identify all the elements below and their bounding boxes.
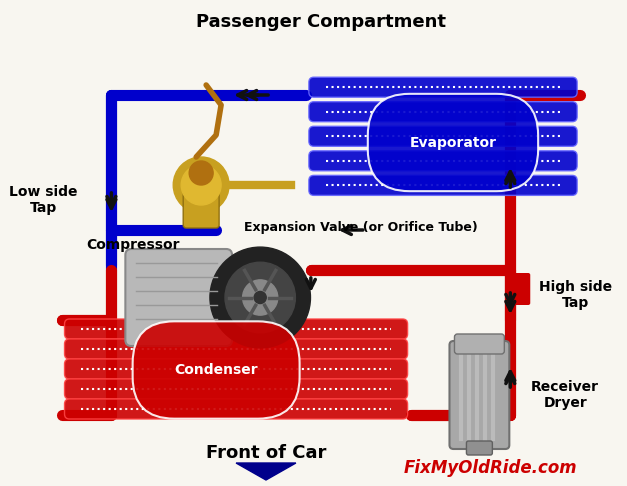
Circle shape [173,157,229,213]
FancyBboxPatch shape [183,192,219,228]
FancyBboxPatch shape [65,379,408,399]
FancyBboxPatch shape [455,334,504,354]
Text: Evaporator: Evaporator [409,136,497,150]
FancyBboxPatch shape [125,249,232,346]
Text: High side
Tap: High side Tap [539,280,612,310]
FancyBboxPatch shape [466,441,492,455]
Text: FixMyOldRide.com: FixMyOldRide.com [404,459,577,477]
Text: Compressor: Compressor [87,238,180,252]
Circle shape [210,247,310,348]
FancyBboxPatch shape [65,339,408,359]
FancyBboxPatch shape [309,77,577,97]
FancyBboxPatch shape [65,399,408,419]
Circle shape [181,165,221,205]
FancyBboxPatch shape [309,126,577,146]
Text: Front of Car: Front of Car [206,444,326,462]
Text: Low side
Tap: Low side Tap [9,185,78,215]
Text: Expansion Valve (or Orifice Tube): Expansion Valve (or Orifice Tube) [244,221,478,233]
Polygon shape [236,463,296,480]
FancyBboxPatch shape [309,102,577,122]
Text: Receiver
Dryer: Receiver Dryer [531,380,599,410]
Text: Condenser: Condenser [174,363,258,377]
Text: Passenger Compartment: Passenger Compartment [196,13,446,31]
FancyBboxPatch shape [309,175,577,195]
Circle shape [189,161,213,185]
FancyBboxPatch shape [65,359,408,379]
FancyBboxPatch shape [507,273,530,305]
FancyBboxPatch shape [65,319,408,339]
FancyBboxPatch shape [450,341,509,449]
Circle shape [225,262,295,333]
Circle shape [254,292,266,304]
FancyBboxPatch shape [309,151,577,171]
Circle shape [243,280,278,315]
